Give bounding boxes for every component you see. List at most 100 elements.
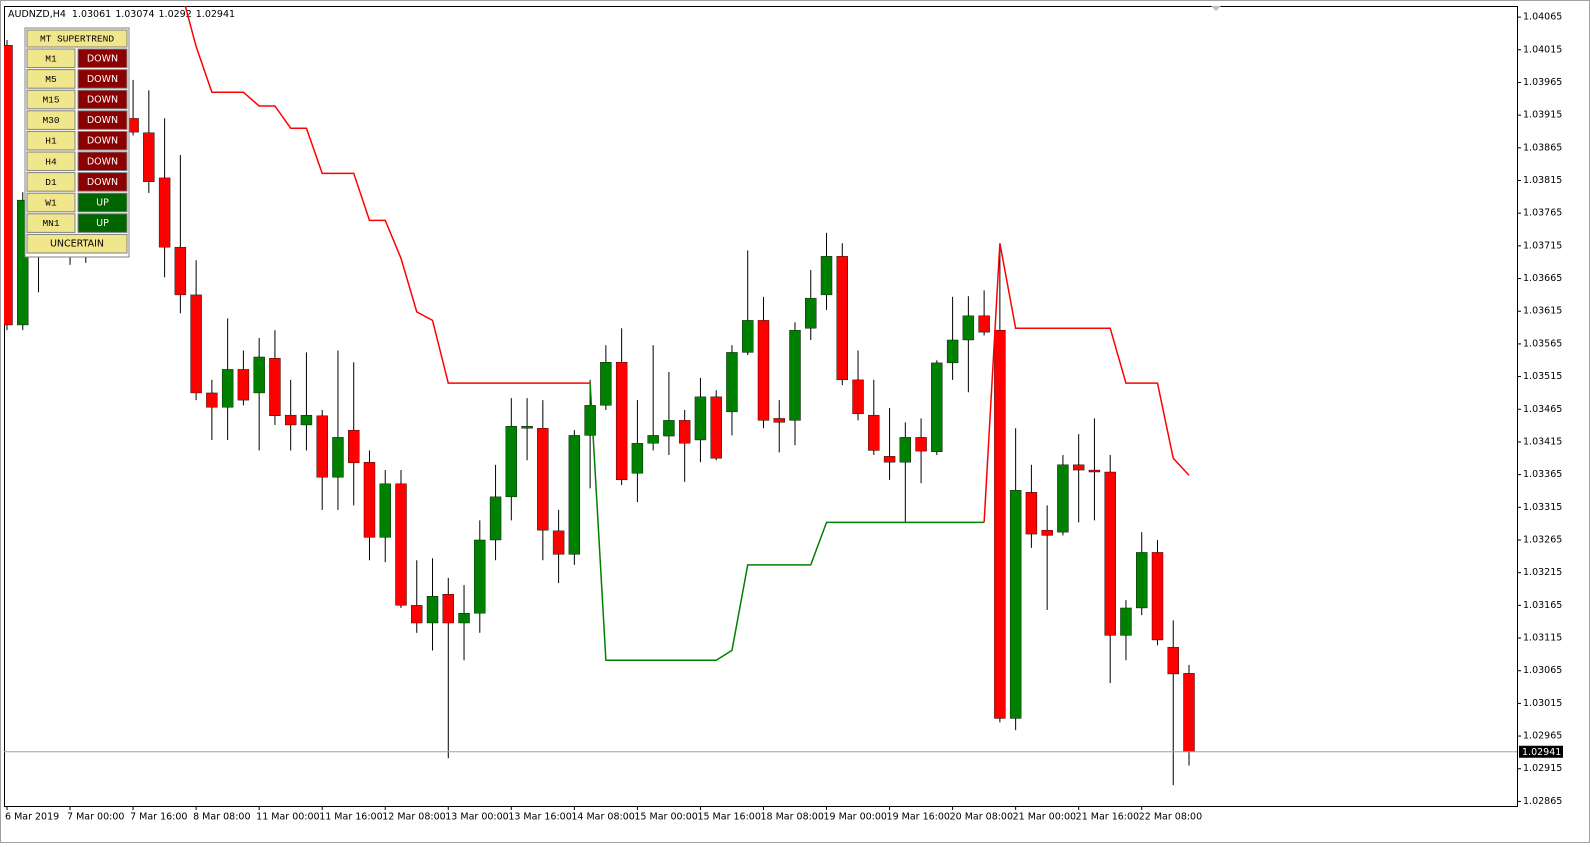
signal-cell — [77, 192, 128, 213]
candle-body — [411, 605, 423, 624]
candle-body — [269, 358, 281, 417]
candle-body — [852, 379, 864, 415]
timeframe-label: D1 — [45, 177, 57, 188]
x-tick-label: 14 Mar 08:00 — [571, 812, 634, 823]
y-tick-label: 1.04015 — [1523, 44, 1562, 55]
candle-body — [1104, 471, 1116, 636]
candle-body — [143, 132, 155, 183]
signal-label: DOWN — [87, 74, 118, 85]
x-tick-label: 21 Mar 00:00 — [1013, 812, 1076, 823]
signal-label: DOWN — [87, 53, 118, 64]
candle-body — [1009, 490, 1022, 719]
candle-body — [426, 595, 439, 624]
timeframe-label: M30 — [42, 115, 59, 126]
last-high: 1.03074 — [115, 9, 154, 20]
y-tick-label: 1.04065 — [1523, 12, 1562, 23]
timeframe-cell — [26, 172, 76, 192]
candle-body — [836, 256, 848, 381]
candle-body — [537, 428, 549, 531]
candle-body — [710, 396, 722, 459]
candle-body — [742, 320, 754, 353]
supertrend-line — [184, 6, 1190, 523]
candle-body — [552, 530, 565, 555]
x-tick-label: 11 Mar 16:00 — [319, 812, 382, 823]
y-tick-label: 1.03365 — [1523, 469, 1562, 480]
y-tick-label: 1.03665 — [1523, 273, 1562, 284]
timeframe-label: H1 — [45, 136, 57, 147]
x-tick-label: 22 Mar 08:00 — [1139, 812, 1202, 823]
timeframe-cell — [26, 192, 76, 213]
y-tick-label: 1.02865 — [1523, 796, 1562, 807]
x-tick-label: 15 Mar 00:00 — [634, 812, 697, 823]
timeframe-cell — [26, 130, 76, 151]
y-tick-label: 1.03465 — [1523, 404, 1562, 415]
last-open: 1.03061 — [72, 9, 111, 20]
candle-body — [1120, 607, 1132, 636]
candle-body — [820, 256, 833, 296]
timeframe-label: W1 — [45, 198, 57, 209]
candle-body — [1057, 464, 1069, 533]
y-tick-label: 1.03865 — [1523, 142, 1562, 153]
timeframe-label: M1 — [45, 53, 57, 64]
y-tick-label: 1.03515 — [1523, 371, 1562, 382]
candle-body — [332, 437, 344, 478]
timeframe-label: MN1 — [42, 218, 59, 229]
candle-body — [1088, 469, 1101, 473]
timeframe-label: H4 — [45, 156, 57, 167]
candle-body — [521, 426, 533, 429]
x-tick-label: 7 Mar 16:00 — [130, 812, 187, 823]
candle-body — [253, 356, 265, 394]
signal-label: UP — [96, 218, 109, 229]
timeframe-label: M15 — [42, 95, 59, 106]
candle-body — [883, 456, 896, 463]
x-tick-label: 18 Mar 08:00 — [760, 812, 823, 823]
timeframe-cell — [26, 151, 76, 172]
candle-body — [584, 405, 596, 436]
timeframe-cell — [26, 48, 76, 69]
signal-cell — [77, 48, 128, 69]
candle-body — [348, 429, 360, 464]
shift-marker — [1211, 6, 1221, 11]
plot-frame — [4, 6, 1518, 807]
candle-body — [600, 362, 612, 406]
candle-body — [1025, 492, 1038, 535]
x-tick-label: 20 Mar 08:00 — [950, 812, 1013, 823]
signal-cell — [77, 89, 128, 110]
y-tick-label: 1.03415 — [1523, 436, 1562, 447]
signal-cell — [77, 213, 128, 233]
candle-body — [174, 246, 187, 296]
timeframe-label: M5 — [45, 74, 57, 85]
candle-body — [237, 369, 250, 401]
symbol: AUDNZD,H4 — [8, 9, 66, 20]
signal-cell — [77, 130, 128, 151]
candle-body — [899, 437, 912, 463]
candle-body — [726, 352, 738, 413]
y-tick-label: 1.03065 — [1523, 665, 1562, 676]
candle-body — [505, 426, 518, 498]
x-tick-label: 15 Mar 16:00 — [697, 812, 760, 823]
y-tick-label: 1.03265 — [1523, 534, 1562, 545]
signal-cell — [77, 151, 128, 172]
candle-body — [915, 437, 927, 452]
x-tick-label: 11 Mar 00:00 — [256, 812, 319, 823]
candle-body — [757, 320, 770, 421]
status-cell — [26, 233, 128, 254]
y-tick-label: 1.02965 — [1523, 731, 1562, 742]
candle-body — [363, 462, 376, 538]
axes: 1.04065 1.04015 1.03965 1.03915 1.03865 1.038… — [5, 12, 1563, 823]
candle-body — [489, 496, 502, 541]
y-tick-label: 1.03765 — [1523, 208, 1562, 219]
candle-body — [1151, 552, 1164, 641]
timeframe-cell — [26, 213, 76, 233]
candle-body — [631, 443, 644, 474]
candle-body — [17, 199, 29, 326]
y-tick-label: 1.03715 — [1523, 240, 1562, 251]
candle-body — [962, 315, 975, 341]
candle-body — [206, 392, 218, 408]
signal-cell — [77, 69, 128, 89]
x-tick-label: 19 Mar 16:00 — [887, 812, 950, 823]
x-tick-label: 13 Mar 00:00 — [445, 812, 508, 823]
candle-body — [789, 329, 801, 421]
x-tick-label: 7 Mar 00:00 — [67, 812, 124, 823]
